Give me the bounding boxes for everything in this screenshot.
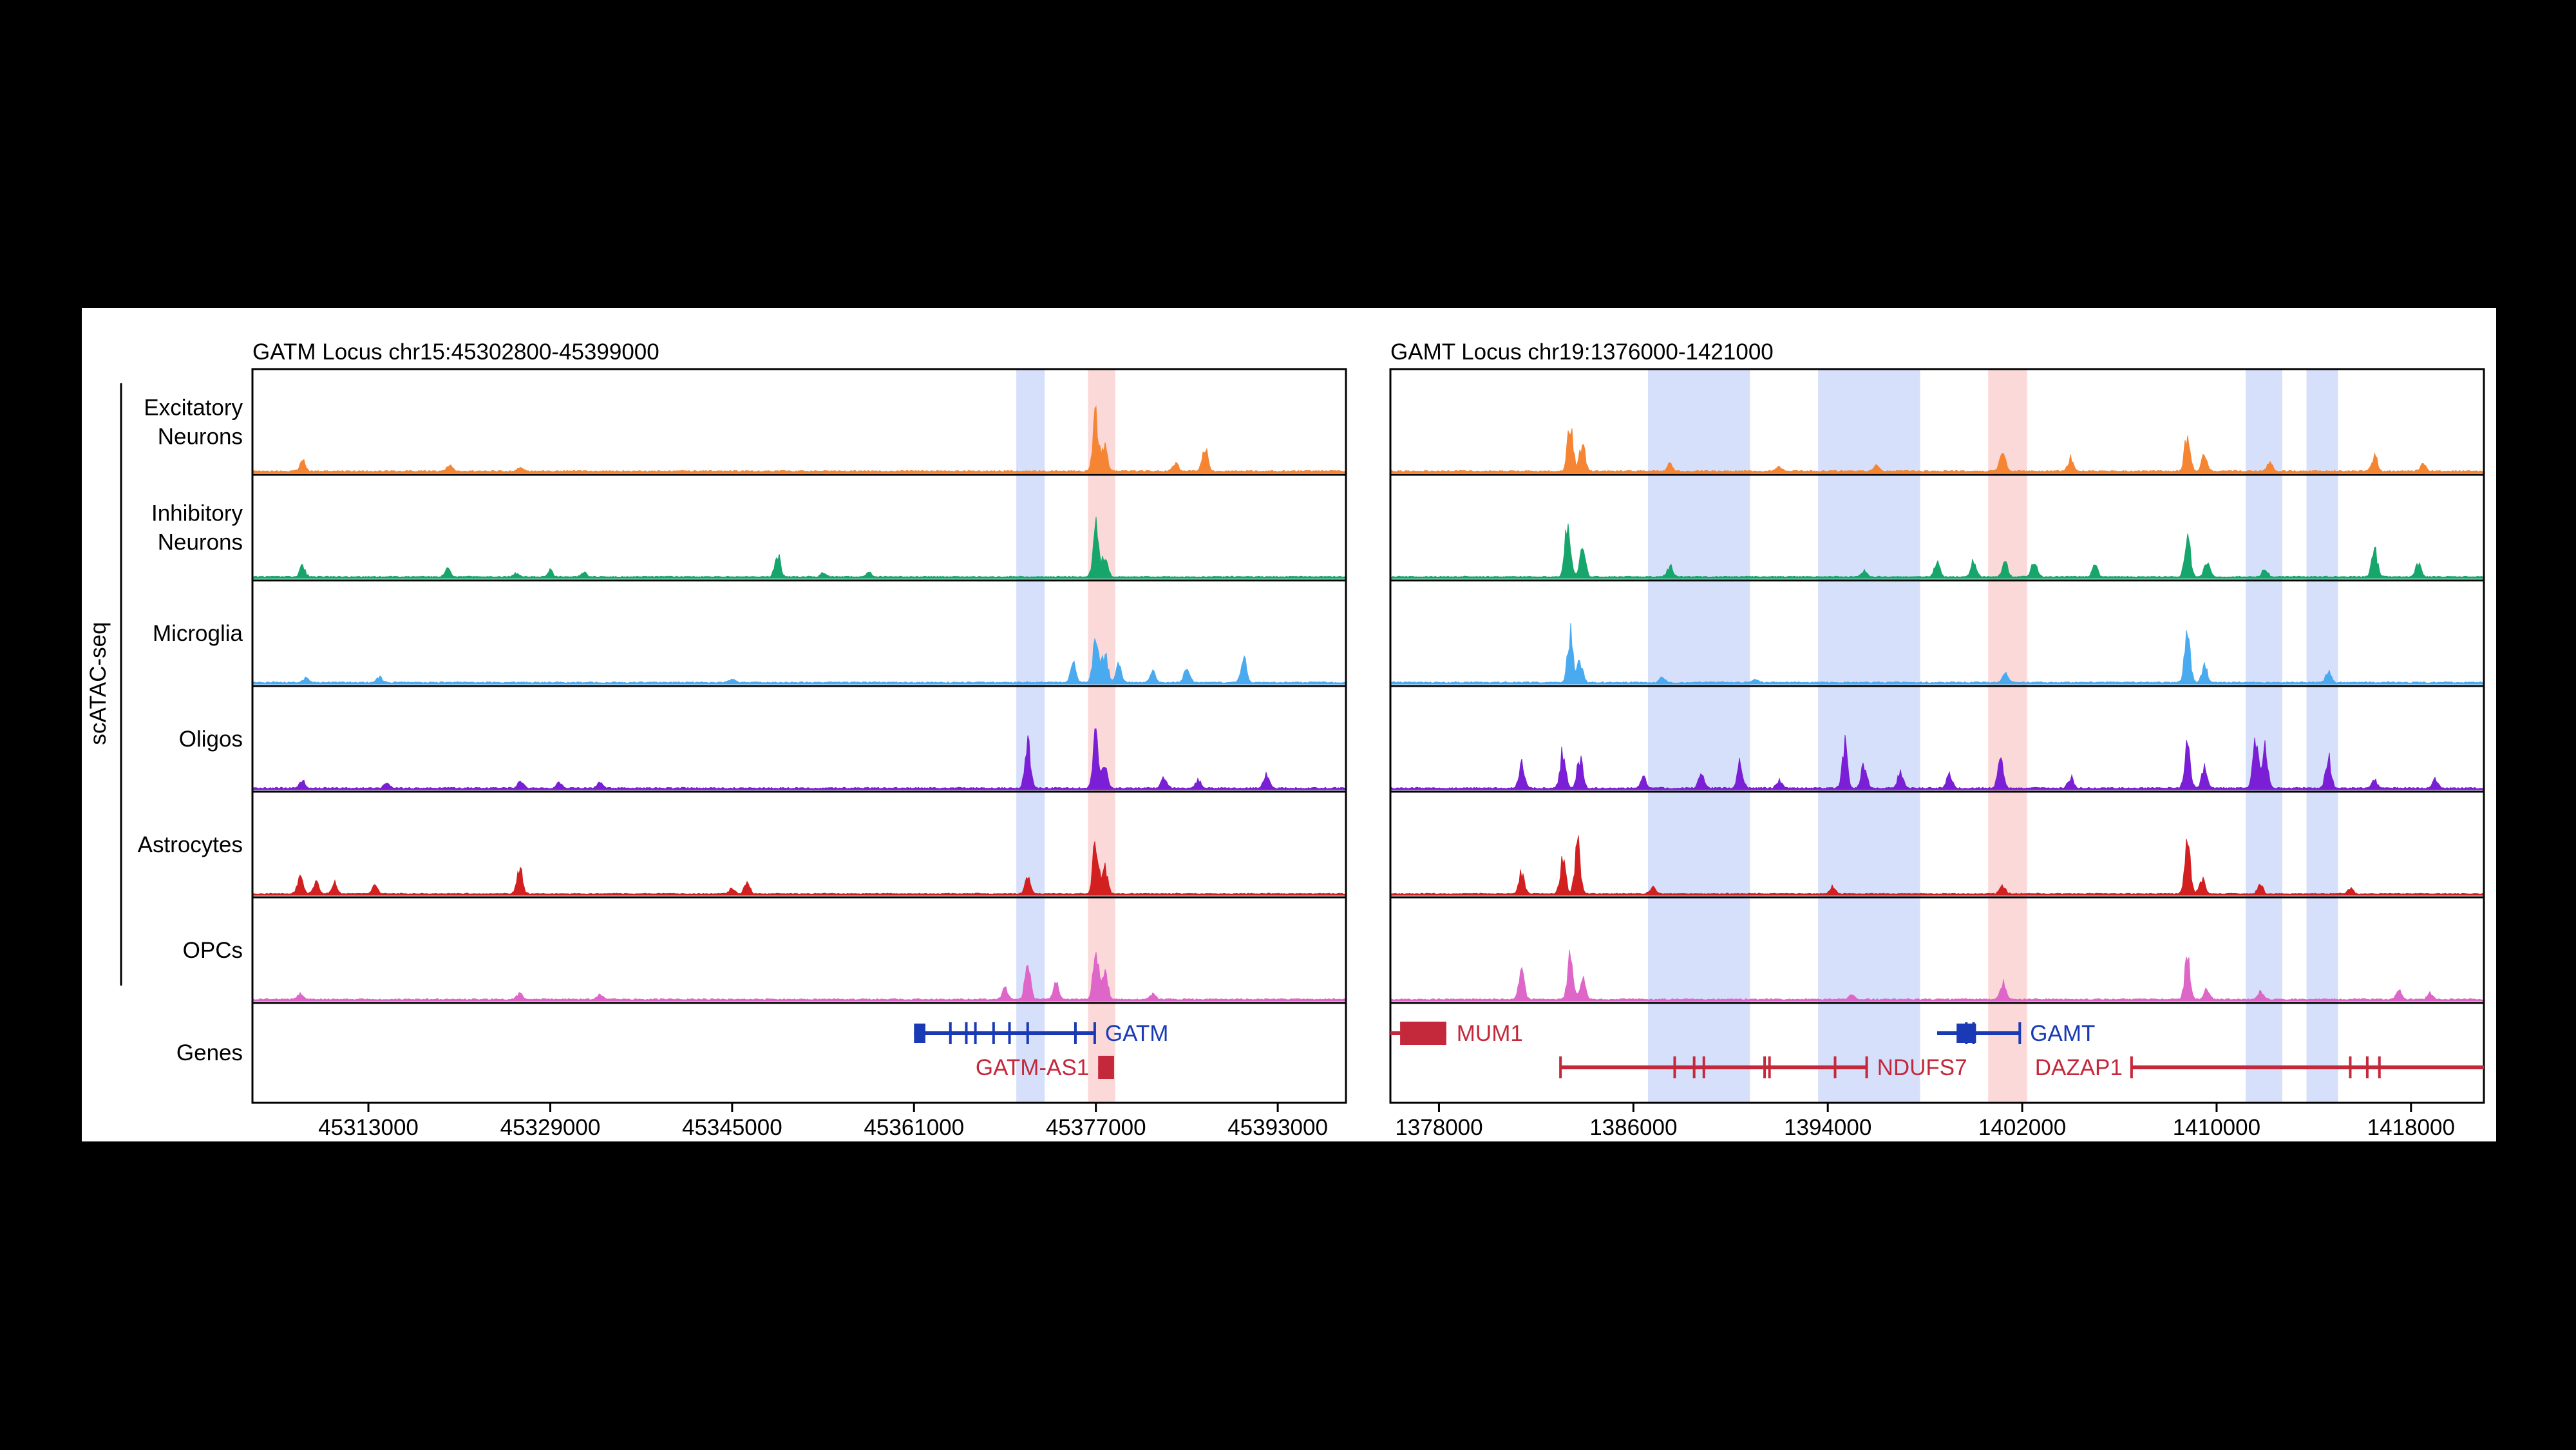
genes-frame bbox=[251, 1002, 1347, 1104]
signal-track-microglia bbox=[1390, 623, 2485, 685]
highlight-region bbox=[1988, 369, 2027, 1103]
x-tick-label: 1386000 bbox=[1589, 1115, 1677, 1140]
signal-track-oligos bbox=[1390, 734, 2485, 790]
highlight-region bbox=[1647, 369, 1750, 1103]
signal-track-microglia bbox=[252, 638, 1347, 685]
track-label-excitatory: Neurons bbox=[158, 425, 243, 450]
scatac-seq-label: scATAC-seq bbox=[86, 622, 111, 745]
signal-track-excitatory bbox=[1390, 428, 2485, 473]
signal-track-opcs bbox=[1390, 949, 2485, 1002]
highlight-region bbox=[2306, 369, 2338, 1103]
locus-title: GAMT Locus chr19:1376000-1421000 bbox=[1390, 339, 1774, 365]
track-label-oligos: Oligos bbox=[179, 727, 243, 752]
signal-track-inhibitory bbox=[252, 517, 1347, 579]
gene-label: GATM-AS1 bbox=[976, 1055, 1089, 1080]
genome-browser-figure: Excitatory Neurons Inhibitory Neurons Microg… bbox=[86, 339, 2485, 1140]
track-label-inhibitory: Neurons bbox=[158, 530, 243, 555]
track-label-opcs: OPCs bbox=[183, 938, 243, 963]
signal-track-oligos bbox=[252, 728, 1347, 790]
genes-label: Genes bbox=[176, 1040, 243, 1065]
gene-gatm: GATM bbox=[914, 1021, 1168, 1046]
gene-label: GATM bbox=[1105, 1021, 1169, 1046]
x-tick-label: 45313000 bbox=[318, 1115, 419, 1140]
x-tick-label: 1410000 bbox=[2173, 1115, 2260, 1140]
locus-panel-2: GAMT Locus chr19:1376000-1421000 MUM1 NDUF… bbox=[1389, 339, 2485, 1140]
gene-exon bbox=[914, 1024, 925, 1043]
track-frame bbox=[251, 368, 1347, 476]
locus-title: GATM Locus chr15:45302800-45399000 bbox=[252, 339, 659, 365]
gene-exon bbox=[1098, 1056, 1114, 1079]
gene-label: GAMT bbox=[2030, 1021, 2095, 1046]
signal-track-astrocytes bbox=[252, 841, 1347, 896]
track-label-excitatory: Excitatory bbox=[144, 396, 243, 421]
track-frame bbox=[251, 685, 1347, 793]
x-tick-label: 45345000 bbox=[682, 1115, 782, 1140]
gene-exon bbox=[1400, 1022, 1446, 1045]
track-label-astrocytes: Astrocytes bbox=[138, 832, 243, 857]
genes-frame bbox=[1389, 1002, 2485, 1104]
x-tick-label: 1402000 bbox=[1978, 1115, 2066, 1140]
track-frame bbox=[251, 579, 1347, 687]
track-frame bbox=[251, 790, 1347, 899]
signal-track-inhibitory bbox=[1390, 523, 2485, 579]
track-frame bbox=[251, 473, 1347, 582]
gene-label: NDUFS7 bbox=[1877, 1055, 1967, 1080]
locus-panel-1: GATM Locus chr15:45302800-45399000 GATM GA… bbox=[251, 339, 1347, 1140]
gene-label: MUM1 bbox=[1457, 1021, 1523, 1046]
gene-dazap1: DAZAP1 bbox=[2035, 1055, 2484, 1080]
x-tick-label: 1418000 bbox=[2367, 1115, 2455, 1140]
figure-panel: Excitatory Neurons Inhibitory Neurons Microg… bbox=[82, 308, 2496, 1141]
x-tick-label: 45329000 bbox=[500, 1115, 601, 1140]
highlight-region bbox=[1818, 369, 1920, 1103]
x-tick-label: 45377000 bbox=[1046, 1115, 1146, 1140]
gene-ndufs7: NDUFS7 bbox=[1559, 1055, 1967, 1080]
x-tick-label: 1394000 bbox=[1784, 1115, 1871, 1140]
signal-track-opcs bbox=[252, 951, 1347, 1002]
signal-track-astrocytes bbox=[1390, 835, 2485, 896]
signal-track-excitatory bbox=[252, 405, 1347, 473]
highlight-region bbox=[2246, 369, 2282, 1103]
track-label-microglia: Microglia bbox=[153, 621, 243, 646]
x-tick-label: 45361000 bbox=[864, 1115, 964, 1140]
track-frame bbox=[251, 896, 1347, 1004]
gene-gatm-as1: GATM-AS1 bbox=[976, 1055, 1114, 1080]
x-tick-label: 1378000 bbox=[1395, 1115, 1482, 1140]
x-tick-label: 45393000 bbox=[1227, 1115, 1328, 1140]
gene-mum1: MUM1 bbox=[1390, 1021, 1523, 1046]
track-label-inhibitory: Inhibitory bbox=[151, 501, 243, 526]
gene-gamt: GAMT bbox=[1937, 1021, 2095, 1046]
gene-label: DAZAP1 bbox=[2035, 1055, 2123, 1080]
